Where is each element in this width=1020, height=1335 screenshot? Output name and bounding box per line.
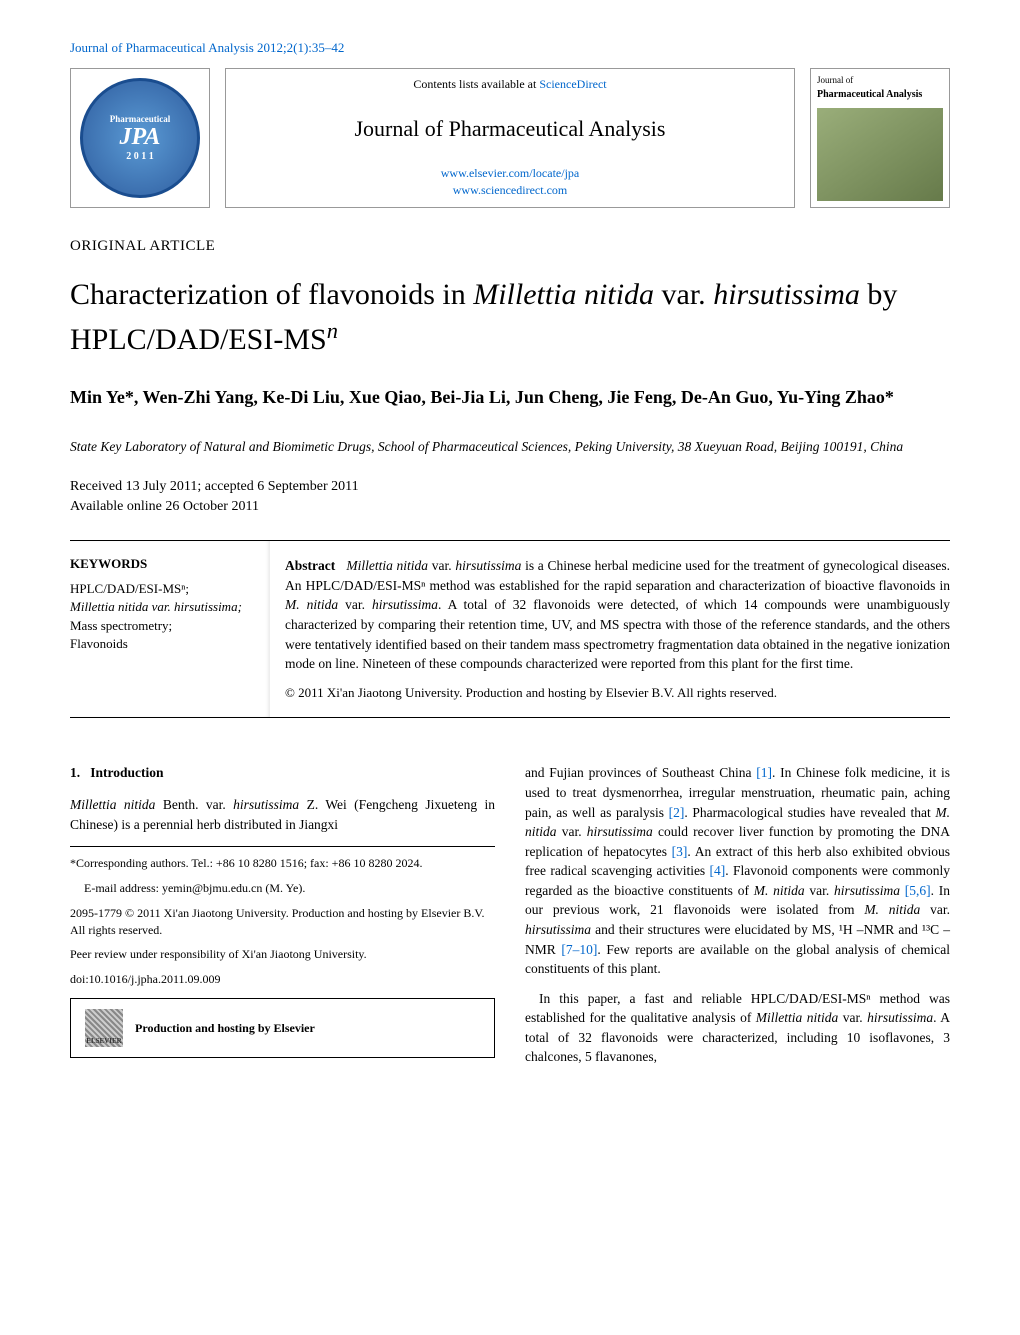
available-date: Available online 26 October 2011 bbox=[70, 497, 950, 517]
contents-prefix: Contents lists available at bbox=[413, 77, 539, 91]
logo-center-text: JPA bbox=[110, 124, 170, 151]
title-superscript: n bbox=[327, 318, 338, 343]
cover-line2: Pharmaceutical Analysis bbox=[817, 89, 943, 100]
keyword-2: Millettia nitida var. hirsutissima; bbox=[70, 598, 258, 616]
title-text-2: var. bbox=[654, 278, 713, 311]
keyword-3: Mass spectrometry; bbox=[70, 617, 258, 635]
article-title: Characterization of flavonoids in Millet… bbox=[70, 275, 950, 360]
p2-t4: var. bbox=[557, 824, 587, 839]
p2-t3: . Pharmacological studies have revealed … bbox=[684, 805, 935, 820]
p2-sp2: hirsutissima bbox=[587, 824, 653, 839]
authors: Min Ye*, Wen-Zhi Yang, Ke-Di Liu, Xue Qi… bbox=[70, 385, 950, 410]
p1-species-1: Millettia nitida bbox=[70, 797, 155, 812]
p2-t8: var. bbox=[805, 883, 834, 898]
p3-sp2: hirsutissima bbox=[867, 1010, 933, 1025]
email-label: E-mail address: bbox=[84, 881, 162, 895]
logo-top-text: Pharmaceutical bbox=[110, 114, 170, 124]
keyword-4: Flavonoids bbox=[70, 635, 258, 653]
cover-image bbox=[817, 108, 943, 201]
received-date: Received 13 July 2011; accepted 6 Septem… bbox=[70, 477, 950, 497]
masthead: Pharmaceutical JPA 2 0 1 1 Contents list… bbox=[70, 68, 950, 208]
doi-line: doi:10.1016/j.jpha.2011.09.009 bbox=[70, 971, 495, 988]
keywords-column: KEYWORDS HPLC/DAD/ESI-MSⁿ; Millettia nit… bbox=[70, 541, 270, 717]
abs-species-4: hirsutissima bbox=[372, 597, 438, 612]
cover-thumbnail: Journal of Pharmaceutical Analysis bbox=[810, 68, 950, 208]
elsevier-logo-icon: ELSEVIER bbox=[85, 1009, 123, 1047]
p2-t11: var. bbox=[920, 902, 950, 917]
peer-review-line: Peer review under responsibility of Xi'a… bbox=[70, 946, 495, 963]
p1-species-2: hirsutissima bbox=[233, 797, 299, 812]
ref-3[interactable]: [3] bbox=[672, 844, 688, 859]
title-species-2: hirsutissima bbox=[713, 278, 860, 311]
right-column: and Fujian provinces of Southeast China … bbox=[525, 763, 950, 1076]
intro-p1: Millettia nitida Benth. var. hirsutissim… bbox=[70, 795, 495, 834]
ref-56[interactable]: [5,6] bbox=[905, 883, 931, 898]
journal-link-1[interactable]: www.elsevier.com/locate/jpa bbox=[226, 165, 794, 182]
footnotes: *Corresponding authors. Tel.: +86 10 828… bbox=[70, 846, 495, 1058]
title-text-1: Characterization of flavonoids in bbox=[70, 278, 473, 311]
p3-sp1: Millettia nitida bbox=[756, 1010, 838, 1025]
keyword-1: HPLC/DAD/ESI-MSⁿ; bbox=[70, 580, 258, 598]
abs-species-1: Millettia nitida bbox=[346, 558, 428, 573]
title-species-1: Millettia nitida bbox=[473, 278, 654, 311]
p2-sp5: M. nitida bbox=[864, 902, 920, 917]
abstract-copyright: © 2011 Xi'an Jiaotong University. Produc… bbox=[285, 684, 950, 703]
section-1-heading: 1. Introduction bbox=[70, 763, 495, 783]
citation-header: Journal of Pharmaceutical Analysis 2012;… bbox=[70, 40, 950, 56]
abs-t3: var. bbox=[338, 597, 372, 612]
sec1-num: 1. bbox=[70, 765, 80, 780]
article-type: ORIGINAL ARTICLE bbox=[70, 238, 950, 255]
logo-year: 2 0 1 1 bbox=[110, 151, 170, 162]
intro-p2: and Fujian provinces of Southeast China … bbox=[525, 763, 950, 978]
ref-710[interactable]: [7–10] bbox=[561, 942, 597, 957]
intro-p3: In this paper, a fast and reliable HPLC/… bbox=[525, 989, 950, 1067]
elsevier-hosting-box: ELSEVIER Production and hosting by Elsev… bbox=[70, 998, 495, 1058]
left-column: 1. Introduction Millettia nitida Benth. … bbox=[70, 763, 495, 1076]
publication-dates: Received 13 July 2011; accepted 6 Septem… bbox=[70, 477, 950, 516]
corresponding-author: *Corresponding authors. Tel.: +86 10 828… bbox=[70, 855, 495, 872]
abstract-column: Abstract Millettia nitida var. hirsutiss… bbox=[270, 541, 950, 717]
journal-title: Journal of Pharmaceutical Analysis bbox=[226, 116, 794, 142]
journal-links: www.elsevier.com/locate/jpa www.scienced… bbox=[226, 165, 794, 199]
abstract-block: KEYWORDS HPLC/DAD/ESI-MSⁿ; Millettia nit… bbox=[70, 540, 950, 718]
cover-line1: Journal of bbox=[817, 75, 943, 85]
ref-2[interactable]: [2] bbox=[669, 805, 685, 820]
abs-t1: var. bbox=[428, 558, 455, 573]
body-columns: 1. Introduction Millettia nitida Benth. … bbox=[70, 763, 950, 1076]
email-line: E-mail address: yemin@bjmu.edu.cn (M. Ye… bbox=[70, 880, 495, 897]
p2-t1: and Fujian provinces of Southeast China bbox=[525, 765, 756, 780]
p1-t1: Benth. var. bbox=[155, 797, 233, 812]
abstract-heading: Abstract bbox=[285, 558, 335, 573]
hosting-text: Production and hosting by Elsevier bbox=[135, 1020, 315, 1037]
p3-t2: var. bbox=[838, 1010, 867, 1025]
p2-sp3: M. nitida bbox=[754, 883, 805, 898]
journal-logo: Pharmaceutical JPA 2 0 1 1 bbox=[70, 68, 210, 208]
sciencedirect-link[interactable]: ScienceDirect bbox=[539, 77, 606, 91]
contents-line: Contents lists available at ScienceDirec… bbox=[226, 77, 794, 92]
abs-species-3: M. nitida bbox=[285, 597, 338, 612]
ref-1[interactable]: [1] bbox=[756, 765, 772, 780]
masthead-center: Contents lists available at ScienceDirec… bbox=[225, 68, 795, 208]
p2-sp6: hirsutissima bbox=[525, 922, 591, 937]
journal-link-2[interactable]: www.sciencedirect.com bbox=[226, 182, 794, 199]
ref-4[interactable]: [4] bbox=[710, 863, 726, 878]
p2-sp4: hirsutissima bbox=[834, 883, 900, 898]
email-address[interactable]: yemin@bjmu.edu.cn (M. Ye). bbox=[162, 881, 305, 895]
keywords-heading: KEYWORDS bbox=[70, 556, 258, 572]
sec1-title: Introduction bbox=[90, 765, 163, 780]
issn-line: 2095-1779 © 2011 Xi'an Jiaotong Universi… bbox=[70, 905, 495, 939]
abs-species-2: hirsutissima bbox=[455, 558, 521, 573]
affiliation: State Key Laboratory of Natural and Biom… bbox=[70, 438, 950, 457]
